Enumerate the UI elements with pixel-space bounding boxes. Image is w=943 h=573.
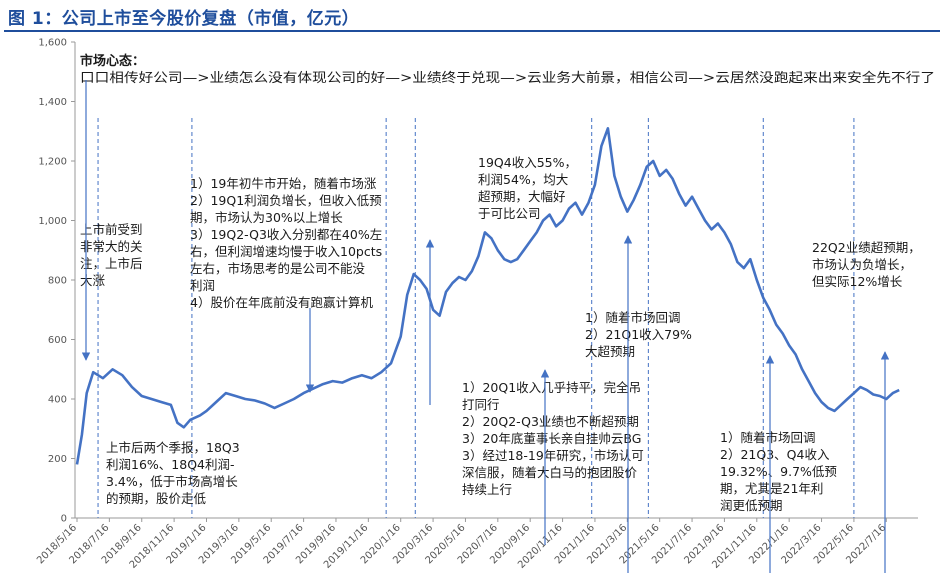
y-tick-label: 1,600 — [38, 38, 67, 49]
sentiment-heading: 市场心态： — [80, 53, 145, 69]
y-tick-label: 800 — [48, 276, 67, 287]
annotation-line: 1）随着市场回调 — [585, 310, 680, 325]
annotation-line: 市场认为负增长， — [812, 257, 912, 272]
annotation-line: 期，市场认为30%以上增长 — [190, 210, 343, 225]
annotation-line: 2）20Q2-Q3业绩也不断超预期 — [462, 414, 639, 429]
annotation-line: 但实际12%增长 — [812, 274, 903, 289]
annotation-line: 3）20年底董事长亲自挂帅云BG — [462, 431, 641, 446]
y-tick-label: 0 — [61, 514, 67, 525]
annotation-a2: 1）19年初牛市开始，随着市场涨 2）19Q1利润负增长，但收入低预期，市场认为3… — [190, 176, 382, 310]
annotation-a8: 22Q2业绩超预期， 市场认为负增长， 但实际12%增长 — [812, 240, 921, 289]
annotation-line: 2）21Q3、Q4收入 — [720, 447, 830, 462]
annotation-line: 持续上行 — [462, 482, 512, 497]
annotation-line: 于可比公司 — [478, 206, 541, 221]
annotation-line: 4）股价在年底前没有跑赢计算机 — [190, 295, 373, 310]
annotation-line: 非常大的关 — [80, 239, 143, 254]
annotation-a6: 1）随着市场回调 2）21Q1收入79% 大超预期 — [585, 310, 692, 359]
annotation-a7: 1）随着市场回调 2）21Q3、Q4收入 19.32%、9.7%低预期，尤其是21年… — [720, 430, 837, 513]
annotation-line: 左右，市场思考的是公司不能没 — [190, 261, 366, 276]
annotation-a3: 19Q4收入55%， 利润54%，均大超预期，大幅好于可比公司 — [478, 155, 577, 221]
title-divider — [4, 30, 940, 32]
annotation-line: 利润16%、18Q4利润- — [106, 457, 235, 472]
page-title: 图 1：公司上市至今股价复盘（市值，亿元） — [8, 9, 360, 29]
annotation-line: 润更低预期 — [720, 498, 783, 513]
annotation-line: 打同行 — [462, 397, 500, 412]
annotation-a1: 上市前受到非常大的关注，上市后大涨 — [80, 222, 143, 288]
annotation-line: 上市前受到 — [80, 222, 143, 237]
annotation-line: 19.32%、9.7%低预 — [720, 464, 837, 479]
annotation-line: 右，但利润增速均慢于收入10pcts — [190, 244, 382, 259]
annotation-line: 的预期，股价走低 — [106, 491, 207, 506]
annotation-line: 深信服，随着大白马的抱团股价 — [462, 465, 638, 480]
annotation-line: 19Q4收入55%， — [478, 155, 577, 170]
annotation-line: 2）21Q1收入79% — [585, 327, 692, 342]
annotation-line: 注，上市后 — [80, 256, 143, 271]
annotation-line: 大超预期 — [585, 344, 635, 359]
annotation-line: 22Q2业绩超预期， — [812, 240, 921, 255]
annotation-line: 3）经过18-19年研究，市场认可 — [462, 448, 644, 463]
y-tick-label: 400 — [48, 395, 67, 406]
annotation-line: 1）20Q1收入几乎持平，完全吊 — [462, 380, 641, 395]
y-tick-label: 1,400 — [38, 97, 67, 108]
annotation-line: 3）19Q2-Q3收入分别都在40%左 — [190, 227, 382, 242]
annotation-line: 超预期，大幅好 — [478, 189, 566, 204]
y-tick-label: 600 — [48, 335, 67, 346]
y-tick-label: 1,000 — [38, 216, 67, 227]
y-tick-label: 200 — [48, 454, 67, 465]
annotation-line: 1）19年初牛市开始，随着市场涨 — [190, 176, 377, 191]
annotation-line: 1）随着市场回调 — [720, 430, 815, 445]
annotation-line: 利润 — [190, 278, 215, 293]
annotation-line: 利润54%，均大 — [478, 172, 568, 187]
annotation-line: 上市后两个季报，18Q3 — [106, 440, 240, 455]
sentiment-text: 口口相传好公司—>业绩怎么没有体现公司的好—>业绩终于兑现—>云业务大前景，相信… — [80, 70, 935, 86]
annotation-line: 期，尤其是21年利 — [720, 481, 823, 496]
annotation-line: 3.4%，低于市场高增长 — [106, 474, 238, 489]
annotation-line: 大涨 — [80, 273, 106, 288]
series-line — [75, 127, 900, 465]
annotation-a4: 上市后两个季报，18Q3 利润16%、18Q4利润- 3.4%，低于市场高增长的预期… — [106, 440, 240, 506]
y-tick-label: 1,200 — [38, 157, 67, 168]
annotation-a5: 1）20Q1收入几乎持平，完全吊打同行 2）20Q2-Q3业绩也不断超预期 3）20… — [462, 380, 644, 497]
annotation-line: 2）19Q1利润负增长，但收入低预 — [190, 193, 382, 208]
